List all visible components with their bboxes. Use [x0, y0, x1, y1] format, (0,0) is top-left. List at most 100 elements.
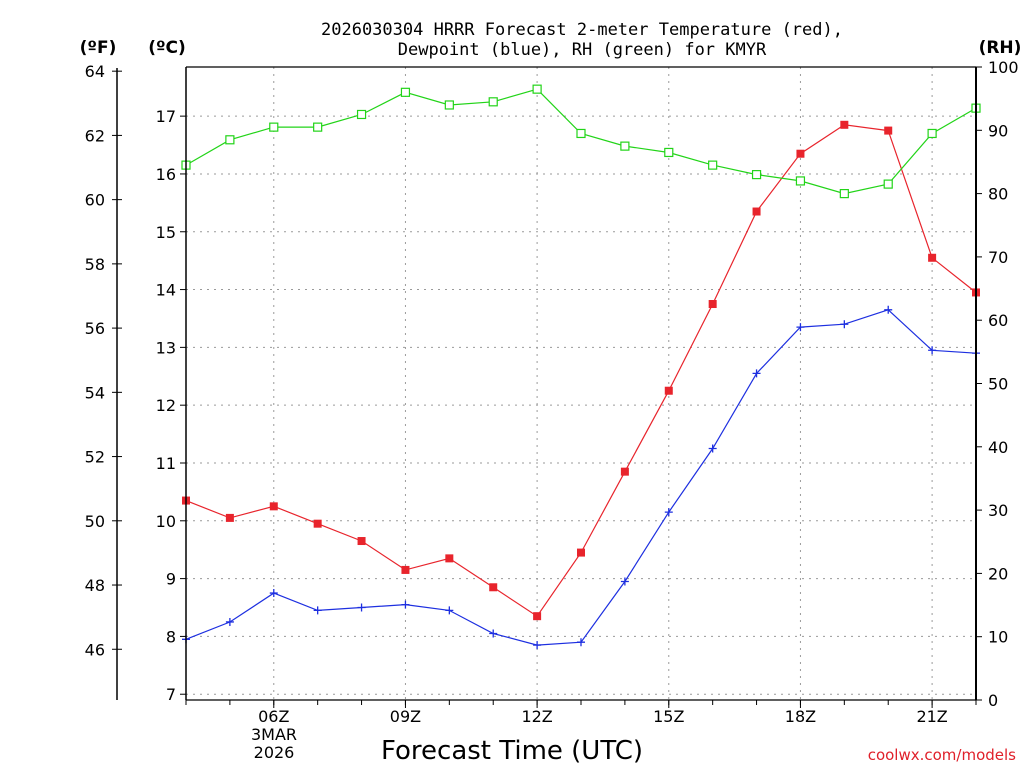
- temperature-point: [928, 253, 937, 262]
- rh-tick-label: 30: [988, 501, 1008, 520]
- rh-tick-label: 80: [988, 185, 1008, 204]
- temperature-point: [225, 513, 234, 522]
- x-tick-label: 15Z: [653, 707, 684, 726]
- fahrenheit-tick-label: 56: [85, 319, 105, 338]
- rh-line: [185, 88, 977, 195]
- temperature-point: [664, 386, 673, 395]
- celsius-tick-label: 15: [156, 223, 176, 242]
- rh-point: [620, 141, 630, 151]
- rh-tick-label: 50: [988, 375, 1008, 394]
- dewpoint-point: [445, 606, 454, 615]
- dewpoint-point: [796, 323, 805, 332]
- rh-point: [708, 160, 718, 170]
- x-tick-label: 06Z: [258, 707, 289, 726]
- fahrenheit-tick-label: 54: [85, 383, 105, 402]
- dewpoint-point: [577, 638, 585, 647]
- temperature-point: [269, 502, 278, 511]
- fahrenheit-tick-label: 58: [85, 255, 105, 274]
- celsius-tick-label: 7: [166, 685, 176, 704]
- chart-title: 2026030304 HRRR Forecast 2-meter Tempera…: [321, 20, 843, 40]
- fahrenheit-tick-label: 62: [85, 126, 105, 145]
- celsius-tick-label: 17: [156, 107, 176, 126]
- rh-unit-label: (RH): [979, 38, 1022, 58]
- celsius-tick-label: 10: [156, 512, 176, 531]
- fahrenheit-tick-label: 60: [85, 191, 105, 210]
- date-label-year: 2026: [254, 743, 295, 762]
- dewpoint-point: [840, 320, 849, 329]
- dewpoint-point: [708, 444, 717, 453]
- dewpoint-point: [928, 346, 937, 355]
- date-label-month: 3MAR: [251, 725, 297, 744]
- fahrenheit-tick-label: 64: [85, 62, 105, 81]
- dewpoint-point: [752, 369, 761, 378]
- credit-link[interactable]: coolwx.com/models: [868, 746, 1016, 764]
- rh-point: [269, 122, 279, 132]
- grid: [186, 67, 976, 700]
- dewpoint-point: [401, 600, 410, 609]
- celsius-tick-label: 8: [166, 627, 176, 646]
- rh-point: [444, 100, 454, 110]
- temperature-line: [185, 124, 977, 618]
- rh-tick-label: 40: [988, 438, 1008, 457]
- temperature-point: [840, 120, 849, 129]
- rh-point: [664, 147, 674, 158]
- rh-tick-label: 70: [988, 248, 1008, 267]
- rh-tick-label: 10: [988, 628, 1008, 647]
- x-axis-label: Forecast Time (UTC): [381, 736, 643, 766]
- temperature-point: [708, 300, 717, 309]
- celsius-tick-label: 12: [156, 396, 176, 415]
- temperature-point: [752, 207, 761, 216]
- x-tick-label: 18Z: [785, 707, 816, 726]
- rh-point: [225, 135, 235, 145]
- rh-point: [751, 170, 762, 180]
- celsius-tick-label: 14: [156, 281, 176, 300]
- dewpoint-point: [313, 606, 322, 615]
- rh-point: [356, 109, 367, 120]
- temperature-point: [401, 565, 410, 574]
- rh-tick-label: 20: [988, 564, 1008, 583]
- series-layer: [181, 84, 981, 650]
- dewpoint-point: [884, 305, 893, 314]
- rh-tick-label: 100: [988, 58, 1019, 77]
- rh-point: [313, 122, 323, 132]
- dewpoint-point: [620, 577, 629, 586]
- temperature-point: [313, 519, 322, 528]
- axes: 7 8 9 10 11 12 13 14 15 16 17 46 48 50 52 54 56 58 60 62 64 0…: [85, 58, 1019, 726]
- fahrenheit-unit-label: (ºF): [80, 38, 117, 58]
- rh-point: [488, 97, 498, 107]
- chart-subtitle: Dewpoint (blue), RH (green) for KMYR: [398, 40, 767, 60]
- celsius-tick-label: 9: [166, 570, 176, 589]
- fahrenheit-tick-label: 48: [85, 576, 105, 595]
- x-tick-label: 09Z: [390, 707, 421, 726]
- rh-point: [400, 87, 411, 97]
- temperature-point: [796, 149, 805, 158]
- celsius-tick-label: 16: [156, 165, 176, 184]
- dewpoint-point: [489, 629, 498, 638]
- fahrenheit-tick-label: 50: [85, 512, 105, 531]
- rh-tick-label: 90: [988, 121, 1008, 140]
- celsius-unit-label: (ºC): [148, 38, 186, 58]
- temperature-point: [445, 554, 454, 563]
- x-tick-label: 12Z: [521, 707, 552, 726]
- x-tick-label: 21Z: [916, 707, 947, 726]
- dewpoint-point: [664, 508, 673, 517]
- rh-point: [795, 176, 806, 186]
- rh-point: [883, 179, 893, 189]
- dewpoint-line: [185, 309, 977, 646]
- rh-point: [576, 128, 586, 139]
- dewpoint-point: [357, 603, 366, 612]
- fahrenheit-tick-label: 52: [85, 448, 105, 467]
- temperature-point: [884, 126, 893, 135]
- temperature-point: [533, 612, 542, 621]
- rh-tick-label: 0: [988, 691, 998, 710]
- dewpoint-point: [533, 641, 542, 650]
- rh-tick-label: 60: [988, 311, 1008, 330]
- temperature-point: [489, 583, 498, 592]
- dewpoint-point: [269, 589, 278, 598]
- celsius-tick-label: 13: [156, 338, 176, 357]
- dewpoint-point: [225, 617, 234, 626]
- rh-point: [927, 128, 937, 139]
- celsius-tick-label: 11: [156, 454, 176, 473]
- temperature-point: [577, 548, 585, 557]
